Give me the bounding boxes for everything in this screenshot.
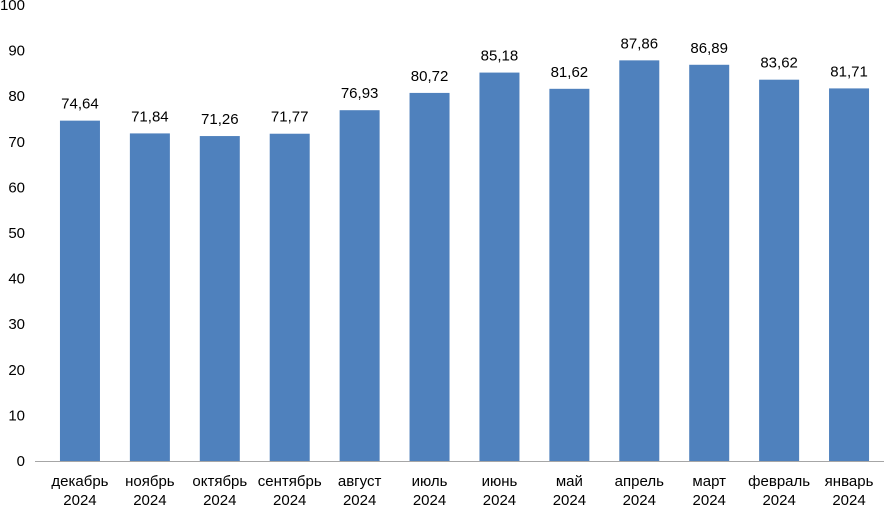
- data-labels: 74,64 71,84 71,26 71,77 76,93 80,72 85,18 81,62…: [61, 35, 868, 128]
- bar: [409, 92, 450, 461]
- x-tick-label-year: 2024: [623, 492, 656, 507]
- y-axis-ticks: 0 10 20 30 40 50 60 70 80 90 100: [0, 0, 25, 470]
- x-axis-labels: декабрь 2024 ноябрь 2024 октябрь 2024 сентябрь…: [51, 473, 873, 507]
- data-label: 81,71: [830, 63, 868, 80]
- bar: [129, 133, 170, 461]
- data-label: 76,93: [341, 85, 379, 102]
- x-tick-label-month: февраль: [748, 473, 810, 490]
- data-label: 81,62: [551, 64, 589, 81]
- x-tick-label-year: 2024: [832, 492, 865, 507]
- y-tick-label: 40: [8, 271, 25, 288]
- x-tick-label-year: 2024: [203, 492, 236, 507]
- data-label: 71,84: [131, 108, 169, 125]
- x-tick-label-year: 2024: [63, 492, 96, 507]
- x-tick-label-year: 2024: [553, 492, 586, 507]
- y-tick-label: 50: [8, 225, 25, 242]
- x-tick-label-month: май: [556, 473, 583, 490]
- bar: [759, 79, 800, 461]
- x-tick-label-month: июль: [412, 473, 448, 490]
- bar: [549, 88, 590, 461]
- x-tick-label-year: 2024: [483, 492, 516, 507]
- y-tick-label: 100: [0, 0, 25, 14]
- x-tick-label-year: 2024: [343, 492, 376, 507]
- data-label: 71,26: [201, 111, 239, 128]
- x-tick-label-month: сентябрь: [258, 473, 322, 490]
- data-label: 85,18: [481, 48, 519, 65]
- x-tick-label-month: ноябрь: [125, 473, 175, 490]
- x-tick-label-year: 2024: [413, 492, 446, 507]
- bar: [479, 72, 520, 462]
- x-tick-label-month: март: [692, 473, 726, 490]
- bar: [689, 64, 730, 461]
- bar: [199, 136, 240, 462]
- bar: [59, 120, 100, 461]
- bar: [339, 110, 380, 461]
- y-tick-label: 20: [8, 362, 25, 379]
- data-label: 83,62: [760, 55, 798, 72]
- data-label: 86,89: [690, 40, 728, 57]
- x-tick-label-month: октябрь: [192, 473, 247, 490]
- data-label: 71,77: [271, 109, 309, 126]
- x-tick-label-year: 2024: [133, 492, 166, 507]
- x-tick-label-month: январь: [825, 473, 874, 490]
- x-tick-label-month: июнь: [482, 473, 518, 490]
- y-tick-label: 60: [8, 179, 25, 196]
- y-tick-label: 30: [8, 316, 25, 333]
- bar: [619, 60, 660, 461]
- bar: [829, 88, 870, 461]
- x-tick-label-month: декабрь: [51, 473, 108, 490]
- x-tick-label-year: 2024: [273, 492, 306, 507]
- y-tick-label: 0: [17, 453, 25, 470]
- x-tick-label-year: 2024: [762, 492, 795, 507]
- bar: [269, 133, 310, 461]
- x-tick-label-month: август: [338, 473, 382, 490]
- data-label: 80,72: [411, 68, 449, 85]
- y-tick-label: 10: [8, 407, 25, 424]
- x-tick-label-month: апрель: [615, 473, 664, 490]
- y-tick-label: 90: [8, 43, 25, 60]
- bars: [59, 60, 870, 462]
- y-tick-label: 70: [8, 134, 25, 151]
- data-label: 87,86: [621, 35, 659, 52]
- y-tick-label: 80: [8, 88, 25, 105]
- x-tick-label-year: 2024: [693, 492, 726, 507]
- data-label: 74,64: [61, 96, 99, 113]
